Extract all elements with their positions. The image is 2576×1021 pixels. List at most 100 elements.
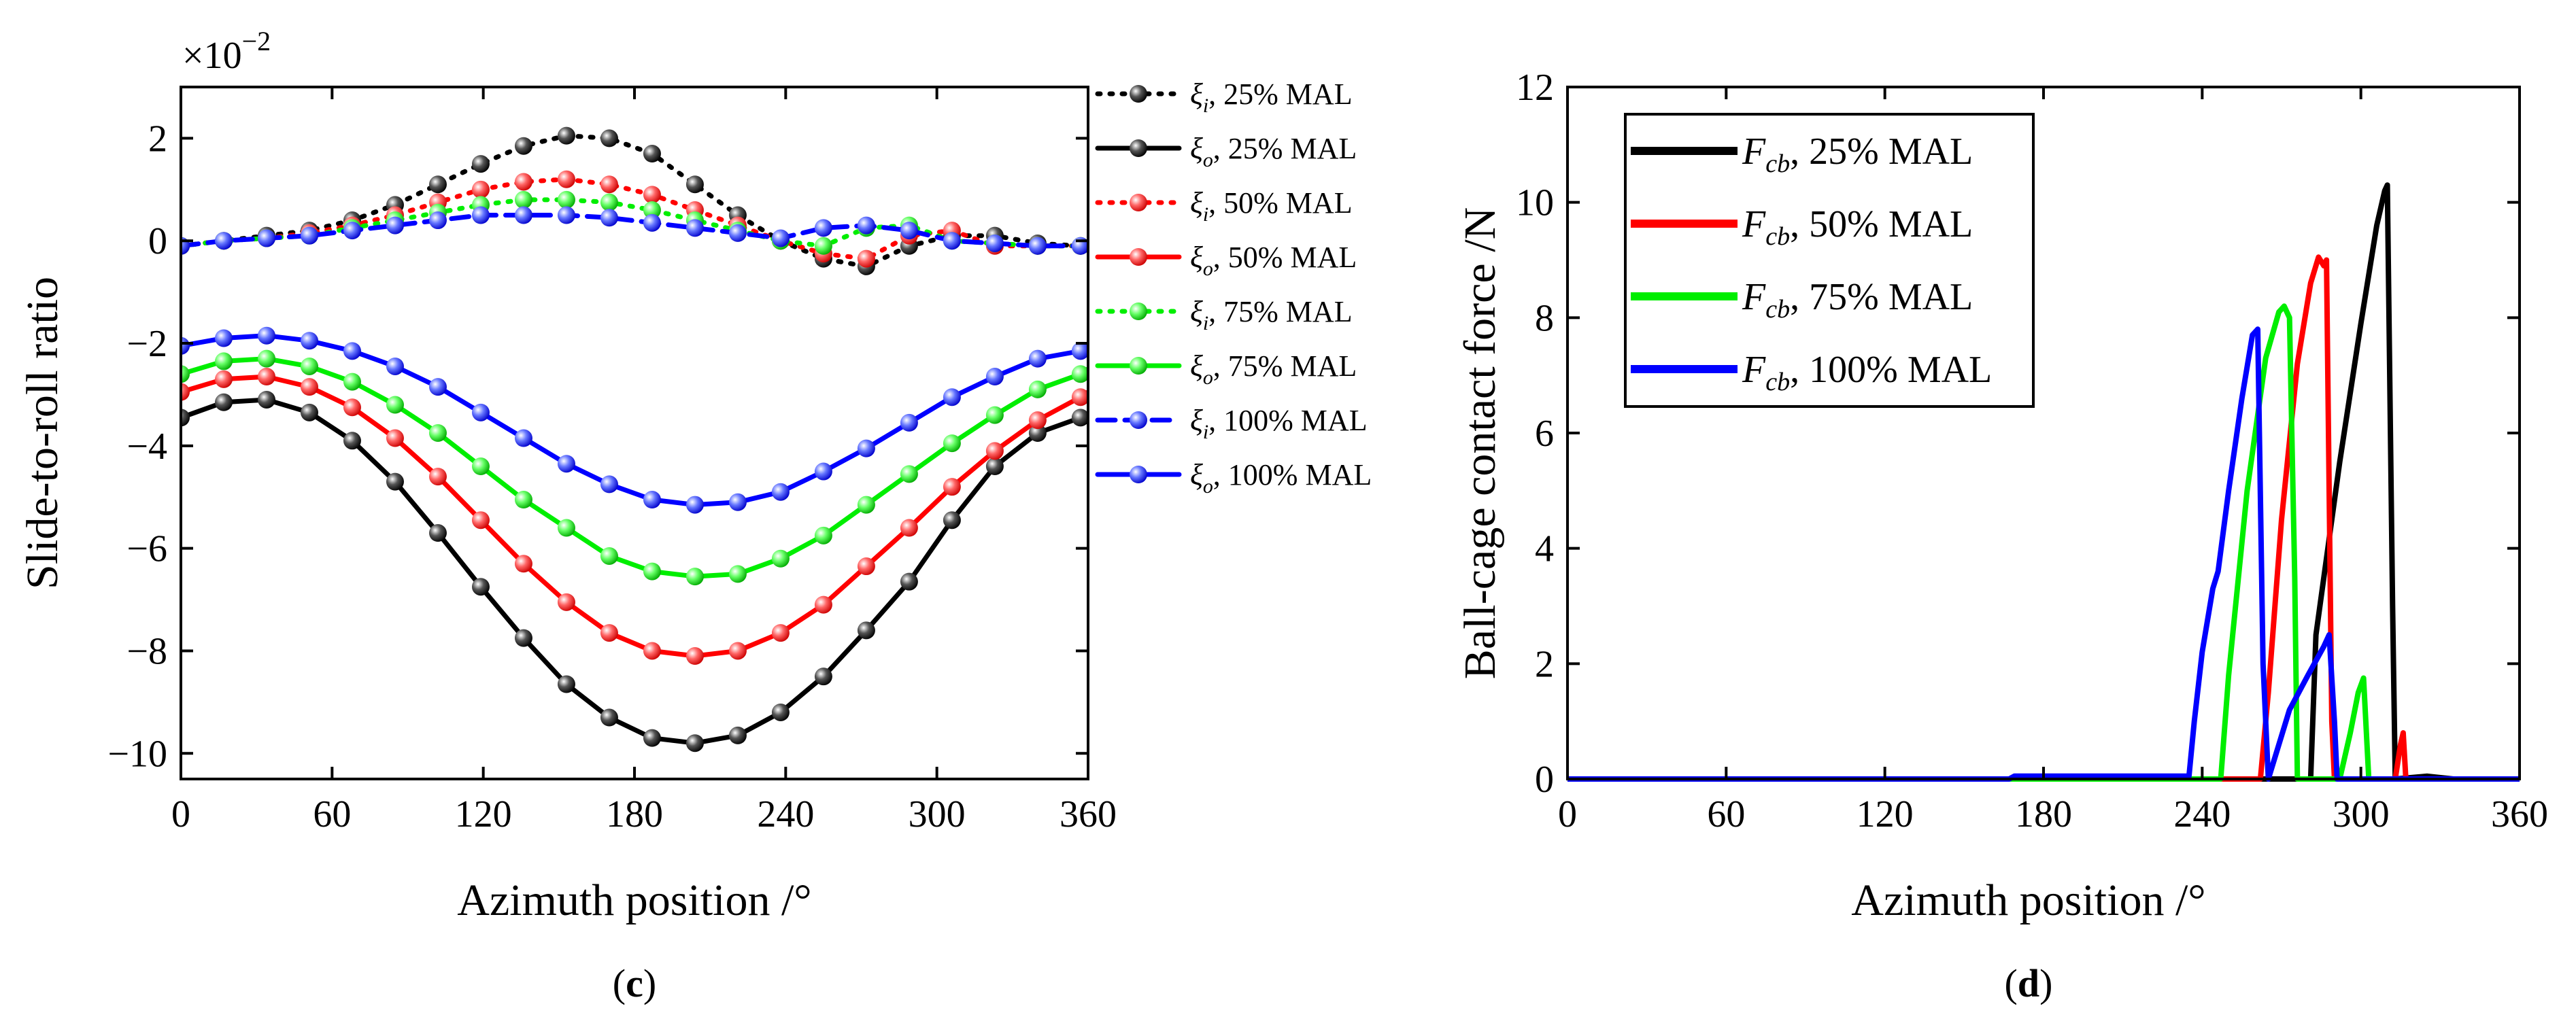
legend-symbol: ξ <box>1190 404 1203 437</box>
panel-c-ytick-label: −2 <box>126 323 167 365</box>
panel-c-marker <box>600 193 618 211</box>
legend-swatch-marker <box>1130 302 1147 320</box>
panel-c-marker <box>943 388 961 406</box>
panel-c-xtick-label: 240 <box>757 793 814 835</box>
panel-d-series-group <box>1567 182 2520 782</box>
panel-c-marker <box>643 642 661 660</box>
panel-c-marker <box>814 526 832 544</box>
panel-c-marker <box>985 406 1004 424</box>
legend-label: ξo, 25% MAL <box>1190 132 1357 171</box>
legend-suffix: , 75% MAL <box>1790 276 1973 318</box>
panel-c-marker <box>514 555 532 573</box>
panel-c-marker <box>343 222 361 240</box>
panel-c-legend-item: ξi, 75% MAL <box>1095 295 1353 334</box>
panel-c-marker <box>1028 424 1047 442</box>
panel-c-marker <box>386 396 404 414</box>
panel-c-marker <box>514 429 532 447</box>
panel-c-xtick-label: 360 <box>1060 793 1117 835</box>
panel-c-ytick-label: −4 <box>126 426 167 468</box>
panel-c-marker <box>471 155 490 173</box>
legend-suffix: , 100% MAL <box>1208 404 1367 437</box>
panel-d-series-line-1 <box>1567 182 2520 782</box>
panel-c-marker <box>728 565 747 583</box>
legend-label: ξo, 100% MAL <box>1190 458 1372 498</box>
panel-c-marker <box>1071 342 1088 360</box>
legend-symbol: ξ <box>1190 458 1203 491</box>
panel-c-marker <box>857 439 875 457</box>
legend-subscript: o <box>1203 258 1213 280</box>
panel-c-marker <box>557 519 575 537</box>
legend-suffix: , 25% MAL <box>1208 77 1352 111</box>
panel-c-marker <box>428 524 447 542</box>
panel-c-ytick-label: −6 <box>126 528 167 570</box>
legend-symbol: F <box>1742 276 1766 318</box>
panel-d-series-line-4 <box>1567 326 2520 782</box>
panel-c-xtick-label: 0 <box>171 793 190 835</box>
panel-d-ytick-label: 0 <box>1535 759 1554 801</box>
legend-symbol: ξ <box>1190 295 1203 328</box>
panel-c-marker <box>857 557 875 576</box>
panel-d-label-letter: d <box>2018 961 2039 1005</box>
panel-c-marker <box>1028 349 1047 368</box>
panel-c-marker <box>814 219 832 237</box>
legend-label: ξi, 100% MAL <box>1190 404 1368 443</box>
panel-c-marker <box>943 511 961 530</box>
panel-c-marker <box>257 390 275 409</box>
panel-d-ytick-label: 6 <box>1535 413 1554 455</box>
panel-d-label: (d) <box>2005 961 2053 1005</box>
panel-d-xtick-label: 180 <box>2015 793 2072 835</box>
panel-c-marker <box>643 201 661 219</box>
panel-c-marker <box>300 226 318 245</box>
panel-c-xtick-label: 120 <box>455 793 512 835</box>
panel-c-slide-to-roll-chart: ×10−2 0 60 120 180 240 300 360−10−8−6−4−202 Sl… <box>18 26 1372 1005</box>
panel-c-label-letter: c <box>626 961 643 1005</box>
panel-c-xtick-label: 180 <box>606 793 663 835</box>
panel-d-contact-force-chart: 0 60 120 180 240 300 360 0 2 4 6 8 10 12 Ball-cage co… <box>1455 67 2548 1005</box>
panel-d-series-line-2 <box>1567 254 2520 782</box>
legend-suffix: , 50% MAL <box>1790 203 1973 245</box>
legend-subscript: cb <box>1765 295 1790 324</box>
panel-d-xtick-label: 120 <box>1857 793 1914 835</box>
panel-c-plot-area <box>181 126 1088 752</box>
panel-c-marker <box>600 175 618 194</box>
panel-c-legend-item: ξi, 50% MAL <box>1095 186 1353 226</box>
panel-c-marker <box>600 209 618 227</box>
panel-c-ytick-label: −8 <box>126 630 167 672</box>
panel-c-marker <box>985 442 1004 460</box>
panel-c-marker <box>814 237 832 255</box>
legend-suffix: , 75% MAL <box>1213 349 1357 383</box>
legend-swatch-marker <box>1130 248 1147 266</box>
panel-c-marker <box>728 726 747 744</box>
panel-c-marker <box>985 457 1004 476</box>
legend-suffix: , 100% MAL <box>1790 349 1992 391</box>
legend-symbol: ξ <box>1190 186 1203 220</box>
panel-d-xtick-label: 300 <box>2333 793 2390 835</box>
panel-c-marker <box>471 457 490 476</box>
panel-c-legend-item: ξo, 75% MAL <box>1095 349 1357 389</box>
panel-c-marker <box>428 424 447 442</box>
panel-c-marker <box>857 216 875 235</box>
panel-c-marker <box>900 222 918 240</box>
panel-c-marker <box>771 624 790 642</box>
panel-c-y-axis-title: Slide-to-roll ratio <box>18 277 67 589</box>
legend-label: ξi, 25% MAL <box>1190 77 1353 117</box>
panel-c-marker <box>814 595 832 614</box>
panel-c-xtick-label: 60 <box>313 793 351 835</box>
panel-c-marker <box>685 219 704 237</box>
panel-c-marker <box>643 729 661 747</box>
panel-c-marker <box>386 357 404 375</box>
panel-c-marker <box>600 708 618 727</box>
panel-c-marker <box>514 491 532 509</box>
y-multiplier-base: ×10 <box>182 35 242 77</box>
y-multiplier-label: ×10−2 <box>182 26 271 77</box>
panel-d-legend-item: Fcb, 50% MAL <box>1631 203 1973 251</box>
panel-c-marker <box>471 578 490 596</box>
panel-c-marker <box>257 229 275 247</box>
panel-c-marker <box>386 216 404 235</box>
panel-c-marker <box>181 383 190 401</box>
panel-c-ytick-label: 0 <box>148 220 167 262</box>
legend-swatch-marker <box>1130 85 1147 103</box>
panel-c-marker <box>643 186 661 204</box>
panel-c-marker <box>600 475 618 494</box>
panel-c-marker <box>557 170 575 188</box>
